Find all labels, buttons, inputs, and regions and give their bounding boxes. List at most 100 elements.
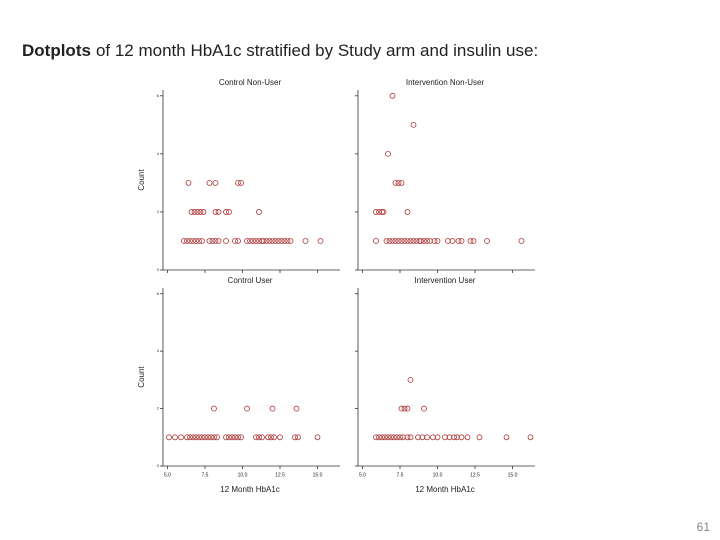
- dot: [212, 209, 219, 215]
- page-number: 61: [697, 520, 711, 534]
- dot: [379, 209, 385, 215]
- x-tick-label: 10.0: [238, 472, 248, 478]
- dot: [415, 434, 421, 441]
- dot: [278, 238, 285, 244]
- dot: [244, 238, 250, 244]
- dot: [281, 238, 288, 244]
- dot: [400, 434, 406, 441]
- dot: [223, 209, 229, 215]
- dot: [404, 405, 411, 412]
- dot: [388, 434, 394, 441]
- dot: [277, 434, 283, 441]
- dot: [373, 434, 379, 441]
- dot: [260, 238, 267, 244]
- dot: [401, 238, 408, 244]
- dot: [419, 434, 426, 441]
- dot: [200, 209, 207, 215]
- dot: [292, 434, 298, 441]
- dot: [389, 92, 396, 99]
- dot: [208, 434, 214, 441]
- dot: [470, 238, 477, 244]
- y-tick-label: 6: [157, 93, 160, 98]
- x-tick-label: 7.5: [397, 472, 404, 478]
- title-rest: of 12 month HbA1c stratified by Study ar…: [96, 41, 538, 60]
- dot: [404, 238, 411, 244]
- dot: [413, 238, 420, 244]
- dot: [199, 238, 205, 244]
- y-axis-label: Count: [137, 366, 146, 388]
- dot: [172, 434, 178, 441]
- dot: [392, 180, 399, 186]
- dot: [259, 238, 265, 244]
- dot: [454, 434, 460, 441]
- dot: [232, 434, 238, 441]
- dot: [271, 434, 277, 441]
- dot: [190, 434, 196, 441]
- dot: [269, 405, 276, 412]
- dot: [272, 238, 279, 244]
- dot: [421, 405, 427, 412]
- dot: [455, 238, 462, 244]
- dot: [166, 434, 172, 441]
- dot: [379, 434, 385, 441]
- dot: [446, 434, 453, 441]
- dot: [256, 434, 262, 441]
- dot: [424, 434, 430, 441]
- dot: [373, 209, 379, 215]
- dot: [404, 209, 411, 215]
- dot: [215, 209, 222, 215]
- dot: [238, 180, 244, 186]
- dot: [188, 209, 195, 215]
- dot: [244, 405, 250, 412]
- dot: [373, 238, 379, 244]
- dot: [398, 238, 405, 244]
- dot: [214, 434, 220, 441]
- x-tick-label: 5.0: [164, 472, 171, 478]
- dot: [215, 238, 222, 244]
- title-bold: Dotplots: [22, 41, 91, 60]
- dot: [395, 238, 402, 244]
- x-axis-label: 12 Month HbA1c: [415, 485, 475, 494]
- dot: [193, 434, 199, 441]
- dot: [458, 238, 465, 244]
- dot: [259, 434, 265, 441]
- dot: [427, 238, 433, 244]
- dot: [187, 434, 193, 441]
- x-tick-label: 10.0: [433, 472, 443, 478]
- panel-title: Intervention User: [415, 276, 476, 285]
- dot: [212, 180, 219, 186]
- dot: [185, 180, 192, 186]
- dot: [314, 434, 321, 441]
- dot: [247, 238, 253, 244]
- y-tick-label: 4: [157, 151, 160, 156]
- dot: [223, 434, 229, 441]
- dot: [275, 238, 282, 244]
- dot: [527, 434, 534, 441]
- panel-title: Intervention Non-User: [406, 78, 485, 87]
- dot: [205, 434, 211, 441]
- dot: [212, 238, 219, 244]
- y-tick-label: 2: [157, 406, 160, 411]
- dot: [293, 405, 300, 412]
- x-tick-label: 7.5: [202, 472, 209, 478]
- dot: [187, 238, 193, 244]
- panel-title: Control User: [228, 276, 273, 285]
- dot: [445, 238, 451, 244]
- dot: [223, 238, 229, 244]
- dot: [394, 434, 400, 441]
- dot: [226, 434, 232, 441]
- dot: [421, 238, 427, 244]
- y-tick-label: 0: [157, 463, 160, 468]
- dot: [232, 238, 238, 244]
- dot: [191, 209, 198, 215]
- dot: [431, 238, 438, 244]
- dot: [284, 238, 291, 244]
- dot: [181, 238, 187, 244]
- panel-title: Control Non-User: [219, 78, 282, 87]
- dot: [380, 209, 387, 215]
- dot: [263, 238, 270, 244]
- dot: [256, 209, 262, 215]
- dot: [458, 434, 465, 441]
- x-tick-label: 12.5: [275, 472, 285, 478]
